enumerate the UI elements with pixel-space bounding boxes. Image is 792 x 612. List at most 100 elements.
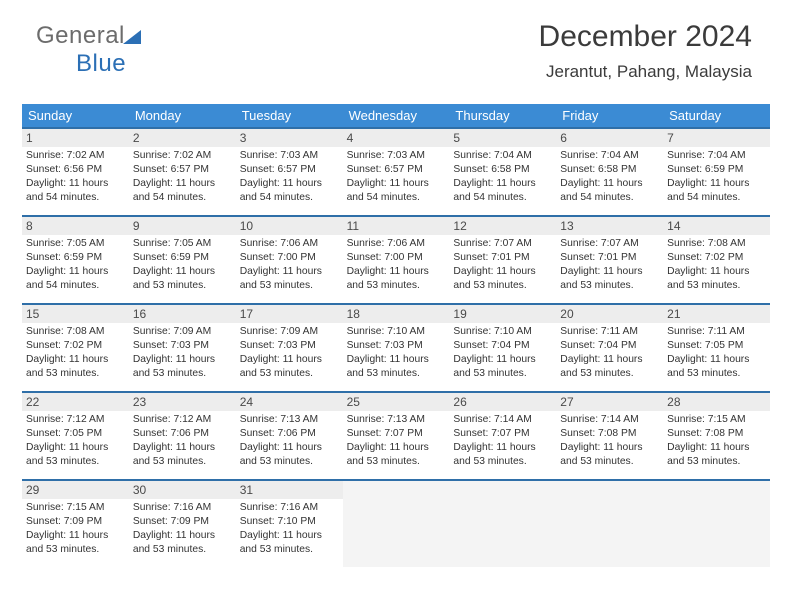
day-number: 12 bbox=[449, 217, 556, 235]
daylight-text: and 53 minutes. bbox=[453, 455, 552, 469]
day-number: 29 bbox=[22, 481, 129, 499]
day-number: 9 bbox=[129, 217, 236, 235]
daylight-text: and 53 minutes. bbox=[133, 455, 232, 469]
daylight-text: Daylight: 11 hours bbox=[26, 529, 125, 543]
daylight-text: and 53 minutes. bbox=[560, 455, 659, 469]
day-number: 22 bbox=[22, 393, 129, 411]
sunrise-text: Sunrise: 7:11 AM bbox=[560, 325, 659, 339]
daylight-text: Daylight: 11 hours bbox=[347, 353, 446, 367]
sunrise-text: Sunrise: 7:12 AM bbox=[26, 413, 125, 427]
sunset-text: Sunset: 6:57 PM bbox=[133, 163, 232, 177]
daylight-text: and 53 minutes. bbox=[26, 367, 125, 381]
day-header: Thursday bbox=[449, 104, 556, 127]
sunset-text: Sunset: 7:09 PM bbox=[26, 515, 125, 529]
daylight-text: Daylight: 11 hours bbox=[560, 265, 659, 279]
calendar-cell: 4 Sunrise: 7:03 AMSunset: 6:57 PMDaylight… bbox=[343, 129, 450, 215]
day-number: 2 bbox=[129, 129, 236, 147]
sunset-text: Sunset: 7:00 PM bbox=[240, 251, 339, 265]
calendar-cell: 3Sunrise: 7:03 AMSunset: 6:57 PMDaylight… bbox=[236, 129, 343, 215]
sunrise-text: Sunrise: 7:16 AM bbox=[240, 501, 339, 515]
sunset-text: Sunset: 6:58 PM bbox=[453, 163, 552, 177]
day-number: 30 bbox=[129, 481, 236, 499]
location-label: Jerantut, Pahang, Malaysia bbox=[546, 62, 752, 82]
calendar-cell: 10Sunrise: 7:06 AMSunset: 7:00 PMDayligh… bbox=[236, 217, 343, 303]
daylight-text: Daylight: 11 hours bbox=[26, 353, 125, 367]
daylight-text: Daylight: 11 hours bbox=[453, 441, 552, 455]
sunrise-text: Sunrise: 7:04 AM bbox=[560, 149, 659, 163]
day-number: 16 bbox=[129, 305, 236, 323]
calendar-cell: 31Sunrise: 7:16 AMSunset: 7:10 PMDayligh… bbox=[236, 481, 343, 567]
sunrise-text: Sunrise: 7:04 AM bbox=[453, 149, 552, 163]
day-header: Wednesday bbox=[343, 104, 450, 127]
calendar-week: 1Sunrise: 7:02 AMSunset: 6:56 PMDaylight… bbox=[22, 127, 770, 215]
daylight-text: and 54 minutes. bbox=[560, 191, 659, 205]
sunrise-text: Sunrise: 7:03 AM bbox=[347, 149, 446, 163]
sunrise-text: Sunrise: 7:10 AM bbox=[347, 325, 446, 339]
sunset-text: Sunset: 6:59 PM bbox=[667, 163, 766, 177]
day-number: 26 bbox=[449, 393, 556, 411]
daylight-text: and 54 minutes. bbox=[26, 279, 125, 293]
daylight-text: Daylight: 11 hours bbox=[560, 441, 659, 455]
calendar: SundayMondayTuesdayWednesdayThursdayFrid… bbox=[22, 104, 770, 567]
sunset-text: Sunset: 6:59 PM bbox=[133, 251, 232, 265]
sunset-text: Sunset: 6:56 PM bbox=[26, 163, 125, 177]
sunset-text: Sunset: 7:02 PM bbox=[26, 339, 125, 353]
sunset-text: Sunset: 6:59 PM bbox=[26, 251, 125, 265]
sunset-text: Sunset: 7:04 PM bbox=[560, 339, 659, 353]
calendar-week: 15Sunrise: 7:08 AMSunset: 7:02 PMDayligh… bbox=[22, 303, 770, 391]
calendar-cell: 17Sunrise: 7:09 AMSunset: 7:03 PMDayligh… bbox=[236, 305, 343, 391]
daylight-text: and 53 minutes. bbox=[26, 455, 125, 469]
calendar-cell: 15Sunrise: 7:08 AMSunset: 7:02 PMDayligh… bbox=[22, 305, 129, 391]
sunrise-text: Sunrise: 7:14 AM bbox=[560, 413, 659, 427]
daylight-text: and 53 minutes. bbox=[347, 367, 446, 381]
sunset-text: Sunset: 6:57 PM bbox=[347, 163, 446, 177]
sunset-text: Sunset: 7:07 PM bbox=[453, 427, 552, 441]
daylight-text: and 53 minutes. bbox=[347, 279, 446, 293]
day-number: 19 bbox=[449, 305, 556, 323]
day-number: 15 bbox=[22, 305, 129, 323]
daylight-text: Daylight: 11 hours bbox=[453, 353, 552, 367]
day-number: 13 bbox=[556, 217, 663, 235]
sunrise-text: Sunrise: 7:06 AM bbox=[240, 237, 339, 251]
calendar-cell: 6Sunrise: 7:04 AMSunset: 6:58 PMDaylight… bbox=[556, 129, 663, 215]
daylight-text: Daylight: 11 hours bbox=[560, 353, 659, 367]
calendar-cell: 16Sunrise: 7:09 AMSunset: 7:03 PMDayligh… bbox=[129, 305, 236, 391]
daylight-text: Daylight: 11 hours bbox=[133, 177, 232, 191]
day-number: 24 bbox=[236, 393, 343, 411]
sunrise-text: Sunrise: 7:02 AM bbox=[26, 149, 125, 163]
calendar-cell: 18Sunrise: 7:10 AMSunset: 7:03 PMDayligh… bbox=[343, 305, 450, 391]
calendar-cell-empty bbox=[449, 481, 556, 567]
day-number: 20 bbox=[556, 305, 663, 323]
logo: General Blue bbox=[36, 22, 141, 78]
sunset-text: Sunset: 7:06 PM bbox=[240, 427, 339, 441]
calendar-cell-empty bbox=[556, 481, 663, 567]
sunset-text: Sunset: 7:02 PM bbox=[667, 251, 766, 265]
daylight-text: Daylight: 11 hours bbox=[347, 177, 446, 191]
daylight-text: Daylight: 11 hours bbox=[667, 177, 766, 191]
day-number: 25 bbox=[343, 393, 450, 411]
calendar-cell: 25Sunrise: 7:13 AMSunset: 7:07 PMDayligh… bbox=[343, 393, 450, 479]
sunset-text: Sunset: 7:06 PM bbox=[133, 427, 232, 441]
logo-triangle-icon bbox=[123, 30, 141, 44]
calendar-cell: 2Sunrise: 7:02 AMSunset: 6:57 PMDaylight… bbox=[129, 129, 236, 215]
daylight-text: and 53 minutes. bbox=[453, 279, 552, 293]
calendar-cell: 23Sunrise: 7:12 AMSunset: 7:06 PMDayligh… bbox=[129, 393, 236, 479]
day-number: 17 bbox=[236, 305, 343, 323]
sunrise-text: Sunrise: 7:16 AM bbox=[133, 501, 232, 515]
calendar-cell: 11Sunrise: 7:06 AMSunset: 7:00 PMDayligh… bbox=[343, 217, 450, 303]
daylight-text: Daylight: 11 hours bbox=[26, 177, 125, 191]
day-number: 4 bbox=[343, 129, 450, 147]
sunset-text: Sunset: 7:10 PM bbox=[240, 515, 339, 529]
daylight-text: Daylight: 11 hours bbox=[667, 441, 766, 455]
calendar-cell: 7Sunrise: 7:04 AMSunset: 6:59 PMDaylight… bbox=[663, 129, 770, 215]
daylight-text: and 53 minutes. bbox=[240, 455, 339, 469]
sunset-text: Sunset: 6:58 PM bbox=[560, 163, 659, 177]
sunset-text: Sunset: 7:05 PM bbox=[26, 427, 125, 441]
day-number: 10 bbox=[236, 217, 343, 235]
daylight-text: Daylight: 11 hours bbox=[133, 441, 232, 455]
daylight-text: Daylight: 11 hours bbox=[26, 265, 125, 279]
sunset-text: Sunset: 7:00 PM bbox=[347, 251, 446, 265]
daylight-text: and 54 minutes. bbox=[133, 191, 232, 205]
sunset-text: Sunset: 7:01 PM bbox=[453, 251, 552, 265]
sunrise-text: Sunrise: 7:07 AM bbox=[453, 237, 552, 251]
